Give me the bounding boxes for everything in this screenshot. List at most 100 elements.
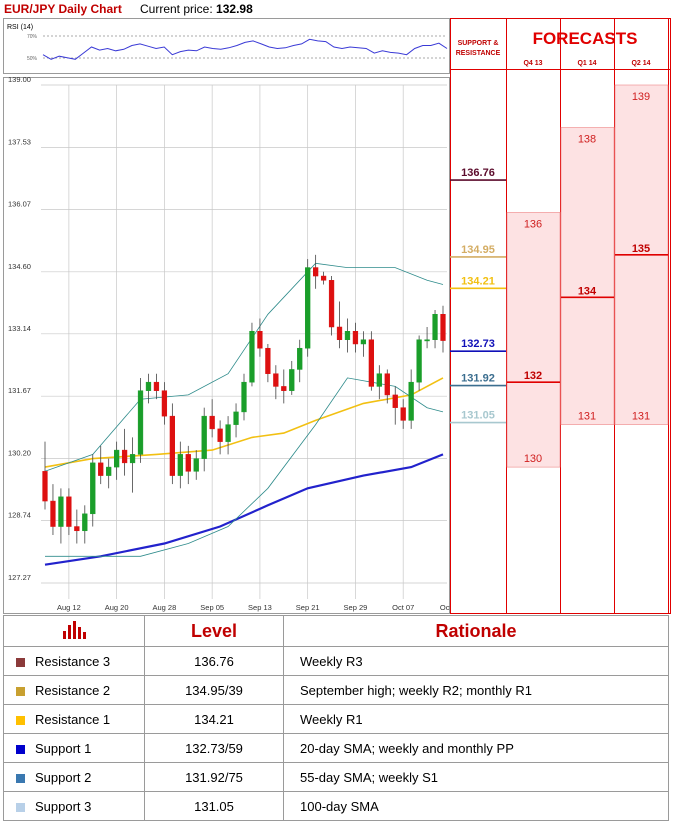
- ma-line: [44, 262, 444, 472]
- candle-body: [257, 330, 263, 349]
- y-axis: 139.00 137.53 136.07 134.60 133.14 131.67 130.…: [8, 77, 31, 582]
- rsi-series: [42, 38, 448, 60]
- candle-body: [249, 330, 255, 383]
- price-chart: 139.00 137.53 136.07 134.60 133.14 131.67 130.…: [3, 77, 450, 614]
- chart-header: EUR/JPY Daily Chart Current price: 132.9…: [0, 0, 450, 18]
- table-row: Support 3 131.05 100-day SMA: [3, 791, 669, 821]
- forecast-high-label: 138: [578, 133, 596, 145]
- level-value: 131.92/75: [144, 762, 284, 792]
- x-tick-label: Aug 12: [57, 603, 81, 612]
- current-price-label: Current price:: [140, 2, 213, 16]
- forecast-mid-label: 135: [632, 243, 650, 255]
- forecast-high-label: 136: [524, 218, 542, 230]
- level-rationale: Weekly R3: [283, 646, 669, 676]
- candle-body: [42, 471, 48, 502]
- bar-chart-icon: [63, 620, 86, 639]
- grid: [41, 84, 447, 599]
- candle-body: [90, 462, 96, 515]
- candle-body: [169, 415, 175, 476]
- candle-body: [129, 454, 136, 464]
- sr-level-label: 131.92: [461, 373, 495, 385]
- x-tick-label: Aug 20: [105, 603, 129, 612]
- level-rationale: 100-day SMA: [283, 791, 669, 821]
- x-tick-label: Oct 07: [392, 603, 414, 612]
- forecast-low-label: 131: [632, 411, 650, 423]
- sr-level-label: 131.05: [461, 410, 495, 422]
- level-name: Support 2: [35, 769, 92, 785]
- sr-level-label: 134.95: [461, 244, 495, 256]
- x-tick-label: Sep 05: [200, 603, 224, 612]
- level-value: 134.21: [144, 704, 284, 734]
- candle-body: [344, 330, 351, 340]
- sr-level-label: 136.76: [461, 167, 495, 179]
- candle-body: [50, 500, 56, 527]
- candle-body: [185, 454, 191, 472]
- rsi-frame: [3, 18, 450, 74]
- candle-body: [281, 386, 287, 391]
- y-tick-label: 139.00: [8, 77, 31, 84]
- y-tick-label: 131.67: [8, 386, 31, 395]
- candle-body: [201, 415, 207, 459]
- y-tick-label: 134.60: [8, 262, 31, 271]
- forecast-range-bar: [506, 212, 561, 468]
- candle-body: [121, 449, 128, 464]
- candle-body: [376, 373, 382, 387]
- support-resistance-title: SUPPORT & RESISTANCE: [456, 40, 501, 57]
- candle-body: [145, 381, 152, 391]
- rsi-level-label: 50%: [27, 56, 38, 62]
- level-value: 132.73/59: [144, 733, 284, 763]
- level-color-swatch: [16, 715, 25, 725]
- level-name-cell: Support 3: [3, 791, 145, 821]
- forecast-period-label: Q4 13: [523, 60, 542, 67]
- candle-body: [313, 267, 319, 277]
- y-tick-label: 128.74: [8, 511, 31, 520]
- table-row: Resistance 3 136.76 Weekly R3: [3, 646, 669, 676]
- level-rationale: 55-day SMA; weekly S1: [283, 762, 669, 792]
- candle-body: [161, 390, 168, 417]
- current-price: Current price: 132.98: [140, 2, 253, 16]
- candle-body: [408, 381, 414, 421]
- sr-levels: 136.76 134.95 134.21 132.73 131.92 131.05: [450, 167, 506, 424]
- current-price-value: 132.98: [216, 2, 253, 16]
- level-name: Support 3: [35, 798, 92, 814]
- candle-body: [225, 424, 231, 442]
- candle-body: [289, 369, 295, 391]
- level-name: Resistance 2: [35, 682, 111, 698]
- candle-body: [432, 314, 438, 340]
- rsi-label: RSI (14): [7, 24, 33, 31]
- candle-body: [328, 280, 335, 328]
- table-header-rationale: Rationale: [283, 615, 669, 647]
- candle-body: [424, 339, 430, 342]
- candle-body: [400, 407, 406, 421]
- candle-body: [265, 347, 271, 374]
- candle-body: [416, 339, 422, 383]
- forecast-low-label: 131: [578, 411, 596, 423]
- ma-line: [45, 377, 444, 557]
- candle-body: [368, 339, 374, 387]
- forecast-mid-label: 134: [578, 285, 597, 297]
- y-tick-label: 133.14: [8, 324, 31, 333]
- level-name-cell: Resistance 2: [3, 675, 145, 705]
- x-tick-label: Aug 28: [153, 603, 177, 612]
- candle-body: [241, 381, 247, 413]
- forecast-period-label: Q2 14: [631, 60, 650, 67]
- candle-body: [74, 526, 80, 532]
- level-color-swatch: [16, 686, 25, 696]
- y-tick-label: 136.07: [8, 199, 31, 208]
- candle-body: [392, 394, 398, 408]
- candle-body: [66, 496, 72, 527]
- level-rationale: September high; weekly R2; monthly R1: [283, 675, 669, 705]
- ma-line: [44, 453, 444, 566]
- candle-body: [273, 373, 279, 387]
- level-rationale: 20-day SMA; weekly and monthly PP: [283, 733, 669, 763]
- level-name-cell: Support 2: [3, 762, 145, 792]
- x-tick-label: Sep 21: [296, 603, 320, 612]
- candle-body: [217, 428, 223, 442]
- x-tick-label: Oct 15: [440, 603, 450, 612]
- candle-body: [336, 326, 343, 340]
- candle-body: [98, 462, 104, 476]
- x-tick-label: Sep 29: [344, 603, 368, 612]
- forecast-mid-label: 132: [524, 370, 542, 382]
- candles: [42, 254, 446, 544]
- level-name-cell: Resistance 3: [3, 646, 145, 676]
